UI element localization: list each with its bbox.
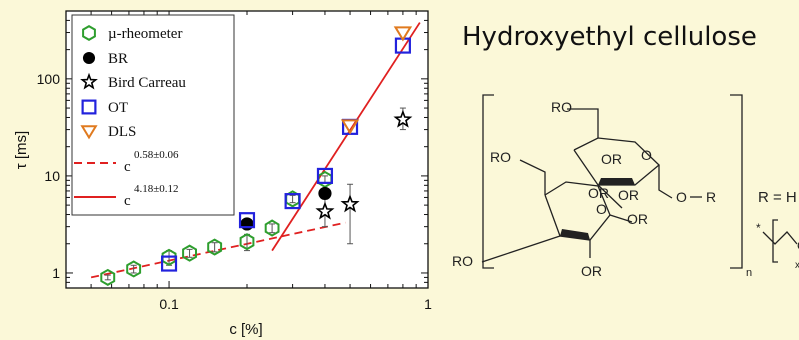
legend-label: Bird Carreau — [108, 75, 186, 91]
data-point — [264, 219, 280, 237]
bond — [481, 235, 561, 263]
atom-label: OR — [588, 185, 609, 201]
series-dls — [340, 26, 413, 135]
series-bird-carreau — [315, 107, 413, 245]
data-point — [340, 119, 360, 135]
bond — [730, 94, 743, 269]
fit-line — [271, 22, 421, 252]
x-tick-label: 0.1 — [159, 296, 179, 312]
figure-title: Hydroxyethyl cellulose — [462, 22, 757, 52]
series-ot — [160, 37, 411, 272]
wedge-bond — [560, 229, 590, 240]
bond — [658, 165, 673, 199]
atom-label: OR — [581, 263, 602, 279]
data-point — [315, 201, 335, 220]
bond — [597, 184, 623, 209]
legend-marker — [82, 25, 96, 41]
data-point — [284, 193, 301, 210]
axis-tick-labels: 0.1 1 1 10 100 — [37, 71, 432, 312]
bond — [762, 231, 798, 245]
y-axis-label: τ [ms] — [13, 131, 30, 169]
atom-label: O — [676, 189, 687, 205]
attachment-star: * — [756, 221, 761, 235]
series--rheometer — [100, 170, 333, 286]
data-point — [160, 255, 178, 272]
wedge-bond — [598, 178, 635, 185]
legend-box — [71, 14, 235, 216]
data-point — [240, 217, 254, 231]
axis-ticks — [65, 10, 429, 289]
bond — [482, 94, 494, 269]
data-point — [182, 244, 197, 262]
legend-exponent: 4.18±0.12 — [134, 183, 179, 195]
y-tick-label: 100 — [37, 71, 61, 87]
substituent-label: R = H or — [758, 189, 799, 206]
atom-label: OR — [601, 151, 622, 167]
bond — [567, 108, 599, 138]
legend-marker — [81, 99, 97, 115]
data-point — [239, 233, 255, 251]
bond — [519, 159, 546, 195]
legend-label: BR — [108, 51, 128, 67]
data-point — [207, 238, 223, 256]
legend-marker — [80, 125, 98, 140]
legend-label: µ-rheometer — [108, 26, 182, 42]
substituent-oxygen: O — [797, 238, 799, 253]
data-point — [340, 194, 360, 213]
y-tick-label: 10 — [44, 168, 60, 184]
data-point — [316, 167, 334, 184]
legend-label: OT — [108, 100, 128, 116]
atom-label: n — [746, 267, 752, 279]
atom-label: OR — [618, 187, 639, 203]
legend-marker — [80, 72, 98, 90]
atom-label: OR — [627, 211, 648, 227]
atom-label: RO — [551, 99, 572, 115]
legend-exponent: 0.58±0.06 — [134, 149, 179, 161]
data-point — [393, 26, 413, 42]
x-axis-label: c [%] — [229, 321, 262, 338]
legend-label: DLS — [108, 124, 136, 140]
atom-label: R — [706, 189, 716, 205]
bond — [609, 214, 633, 223]
atom-label: RO — [452, 253, 473, 269]
x-subscript: x — [795, 260, 799, 271]
legend-label: c — [124, 159, 131, 175]
legend-marker — [82, 51, 96, 65]
y-tick-label: 1 — [52, 265, 60, 281]
data-point — [161, 248, 177, 266]
data-point — [393, 109, 413, 128]
x-tick-label: 1 — [424, 296, 432, 312]
data-point — [100, 268, 116, 286]
data-point — [318, 186, 332, 201]
data-marks — [100, 26, 413, 286]
data-point — [238, 212, 256, 229]
data-point — [126, 260, 142, 278]
atom-label: O — [596, 201, 607, 217]
legend-label: c — [124, 193, 131, 209]
atom-label: RO — [490, 149, 511, 165]
atom-label: O — [641, 147, 652, 163]
bond — [772, 219, 778, 263]
